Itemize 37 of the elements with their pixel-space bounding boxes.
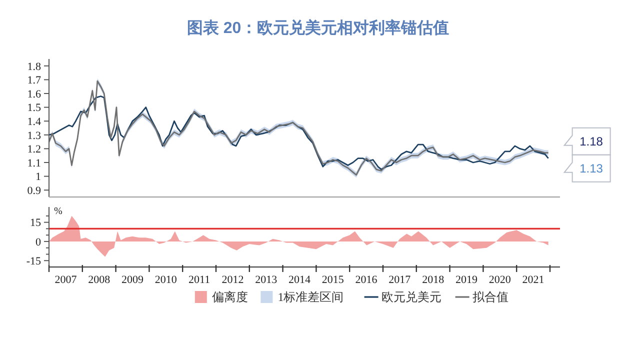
legend-label: 偏离度	[212, 290, 248, 304]
y-tick-label: 15	[30, 217, 42, 230]
x-tick-label: 2018	[422, 274, 445, 286]
y-tick-label: 1.4	[27, 116, 42, 128]
line-series	[48, 96, 550, 170]
x-tick-label: 2012	[222, 274, 244, 286]
y-tick-label: 1.7	[27, 74, 42, 87]
x-tick-label: 2015	[322, 274, 344, 286]
chart-title: 图表 20：欧元兑美元相对利率锚估值	[186, 18, 450, 37]
annotation: 1.13	[580, 162, 604, 176]
y-tick-label: 0	[36, 236, 42, 248]
x-tick-label: 2014	[288, 274, 311, 286]
y-tick-label: -15	[26, 255, 42, 268]
y-tick-label: 1.1	[27, 157, 41, 170]
y-tick-label: 1.6	[27, 88, 42, 100]
y-tick-label: 1.5	[27, 102, 42, 114]
x-tick-label: 2011	[188, 274, 210, 286]
x-tick-label: 2019	[455, 274, 478, 286]
x-tick-label: 2007	[54, 274, 78, 286]
annotation: 1.18	[580, 134, 604, 149]
y-axis-title: %	[54, 206, 62, 217]
legend-label: 1标准差区间	[278, 290, 344, 304]
legend-label: 欧元兑美元	[381, 290, 442, 304]
y-tick-label: 1.8	[27, 60, 42, 73]
legend-label: 拟合值	[472, 290, 508, 304]
y-tick-label: 1	[36, 171, 41, 184]
x-tick-label: 2017	[388, 274, 412, 286]
y-tick-label: 1.2	[27, 144, 41, 156]
x-tick-label: 2010	[154, 274, 178, 286]
x-tick-label: 2016	[355, 274, 378, 286]
y-tick-label: 0.9	[27, 184, 42, 197]
x-tick-label: 2013	[255, 274, 278, 286]
y-tick-label: 1.3	[27, 130, 42, 142]
x-tick-label: 2008	[88, 274, 111, 286]
x-tick-label: 2020	[488, 274, 512, 286]
x-tick-label: 2009	[121, 274, 144, 286]
x-tick-label: 2021	[522, 274, 544, 286]
